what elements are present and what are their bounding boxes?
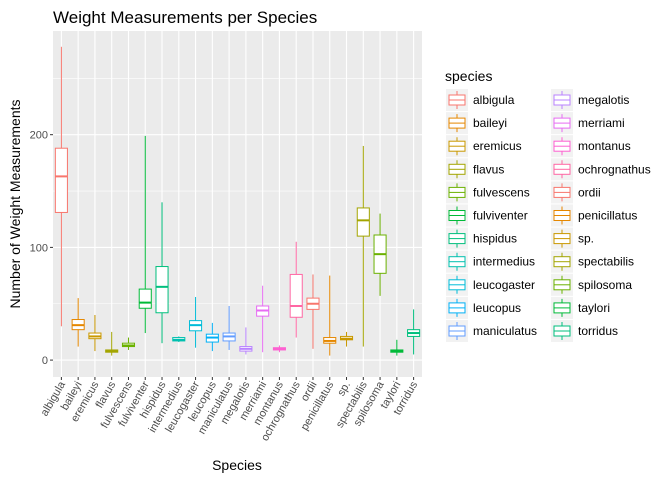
y-axis-ticks: 0 100 200	[30, 130, 53, 367]
legend-item-spectabilis: spectabilis	[551, 250, 634, 273]
boxplot-ochrognathus	[289, 241, 303, 338]
boxplot-eremicus	[88, 315, 102, 352]
legend-label: megalotis	[578, 93, 629, 107]
box	[54, 147, 68, 213]
legend-item-ochrognathus: ochrognathus	[551, 158, 651, 181]
boxplot-montanus	[272, 345, 286, 353]
boxplot-spectabilis	[356, 145, 370, 347]
plot-panel	[53, 31, 422, 377]
legend-label: spilosoma	[578, 278, 632, 292]
box	[289, 273, 303, 318]
boxplot-fulviventer	[138, 135, 152, 334]
legend-label: merriami	[578, 116, 625, 130]
boxplot-sp	[339, 331, 354, 347]
legend-label: leucopus	[473, 301, 521, 315]
y-axis-title: Number of Weight Measurements	[7, 99, 23, 308]
boxplot-flavus	[105, 331, 119, 356]
legend-label: hispidus	[473, 232, 517, 246]
legend-label: eremicus	[473, 139, 522, 153]
x-axis-ticks: albigulabaileyieremicusflavusfulvescensf…	[39, 377, 420, 443]
boxplot-leucogaster	[189, 296, 203, 348]
boxplots	[54, 46, 421, 356]
legend-item-eremicus: eremicus	[446, 135, 522, 158]
box	[356, 207, 370, 237]
legend-label: sp.	[578, 232, 594, 246]
boxplot-maniculatus	[222, 305, 236, 350]
y-tick-label: 0	[42, 355, 48, 367]
legend-item-albigula: albigula	[446, 89, 515, 111]
y-tick-label: 200	[30, 130, 48, 142]
legend-label: intermedius	[473, 255, 535, 269]
legend-item-maniculatus: maniculatus	[446, 320, 537, 342]
legend-label: fulviventer	[473, 209, 528, 223]
legend-item-megalotis: megalotis	[551, 89, 629, 111]
boxplot-leucopus	[205, 322, 219, 352]
legend-label: spectabilis	[578, 255, 634, 269]
box	[138, 288, 152, 309]
legend-label: ochrognathus	[578, 162, 651, 176]
legend-item-fulvescens: fulvescens	[446, 181, 530, 204]
legend-label: penicillatus	[578, 209, 637, 223]
legend-label: albigula	[473, 93, 515, 107]
legend-item-leucopus: leucopus	[446, 296, 521, 319]
legend-item-flavus: flavus	[446, 158, 504, 181]
boxplot-torridus	[407, 309, 421, 355]
legend-item-montanus: montanus	[551, 135, 631, 158]
legend-label: leucogaster	[473, 278, 535, 292]
x-axis-title: Species	[212, 457, 262, 473]
legend-item-hispidus: hispidus	[446, 227, 517, 250]
boxplot-intermedius	[172, 336, 186, 343]
y-tick-label: 100	[30, 242, 48, 254]
legend-label: baileyi	[473, 116, 507, 130]
legend-label: maniculatus	[473, 324, 537, 338]
legend-item-merriami: merriami	[551, 112, 625, 135]
legend-label: taylori	[578, 301, 610, 315]
legend: albigula baileyi eremicus flavus fulvescens f…	[446, 89, 651, 342]
boxplot-spilosoma	[373, 213, 387, 296]
legend-item-taylori: taylori	[551, 296, 610, 319]
boxplot-merriami	[256, 285, 270, 353]
legend-item-ordii: ordii	[551, 181, 601, 204]
boxplot-ordii	[306, 274, 320, 349]
legend-item-torridus: torridus	[551, 320, 618, 342]
legend-item-intermedius: intermedius	[446, 250, 535, 273]
boxplot-taylori	[390, 339, 404, 356]
legend-title: species	[445, 68, 492, 84]
boxplot-megalotis	[239, 327, 253, 355]
boxplot-baileyi	[71, 298, 85, 347]
legend-label: montanus	[578, 139, 631, 153]
boxplot-albigula	[54, 46, 68, 327]
legend-label: ordii	[578, 185, 601, 199]
legend-item-spilosoma: spilosoma	[551, 273, 632, 296]
legend-item-penicillatus: penicillatus	[551, 204, 637, 227]
legend-label: torridus	[578, 324, 618, 338]
chart-title: Weight Measurements per Species	[53, 8, 317, 27]
legend-item-baileyi: baileyi	[446, 112, 507, 135]
boxplot-fulvescens	[121, 337, 136, 350]
legend-label: flavus	[473, 162, 504, 176]
box	[155, 266, 169, 314]
legend-item-fulviventer: fulviventer	[446, 204, 528, 227]
legend-label: fulvescens	[473, 185, 530, 199]
legend-item-leucogaster: leucogaster	[446, 273, 535, 296]
boxplot-penicillatus	[323, 275, 337, 356]
boxplot-hispidus	[155, 202, 169, 344]
legend-item-sp: sp.	[551, 227, 594, 250]
